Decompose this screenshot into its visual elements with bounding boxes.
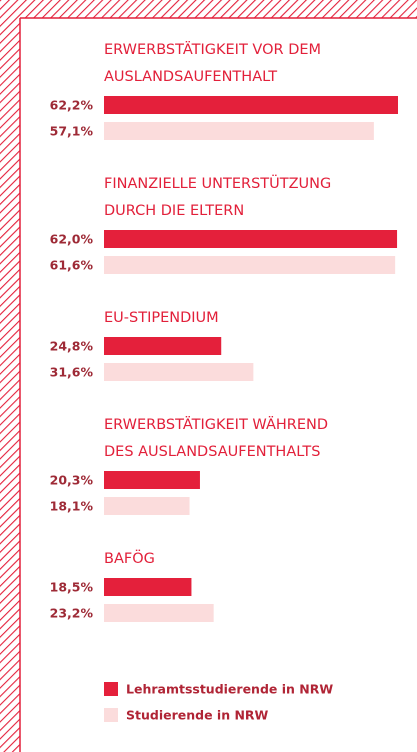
value-label: 18,1% — [50, 499, 94, 514]
value-label: 24,8% — [50, 339, 94, 354]
bar — [104, 604, 214, 622]
category-label: DES AUSLANDSAUFENTHALTS — [104, 444, 320, 460]
bar — [104, 363, 254, 381]
category-label: BAFÖG — [104, 549, 155, 567]
category-label: AUSLANDSAUFENTHALT — [104, 69, 277, 85]
bar — [104, 256, 396, 274]
bar — [104, 497, 190, 515]
category-label: DURCH DIE ELTERN — [104, 203, 244, 219]
bar — [104, 578, 192, 596]
legend-label: Studierende in NRW — [126, 708, 269, 723]
bar — [104, 122, 374, 140]
bar — [104, 96, 398, 114]
value-label: 23,2% — [50, 606, 94, 621]
category-label: EU-STIPENDIUM — [104, 310, 219, 326]
legend-swatch — [104, 682, 118, 696]
bar — [104, 230, 398, 248]
category-label: FINANZIELLE UNTERSTÜTZUNG — [104, 174, 331, 192]
value-label: 61,6% — [50, 258, 94, 273]
value-label: 18,5% — [50, 580, 94, 595]
value-label: 31,6% — [50, 365, 94, 380]
value-label: 62,0% — [50, 232, 94, 247]
value-label: 57,1% — [50, 124, 94, 139]
legend-label: Lehramtsstudierende in NRW — [126, 682, 333, 697]
category-label: ERWERBSTÄTIGKEIT VOR DEM — [104, 40, 321, 58]
legend-swatch — [104, 708, 118, 722]
bar — [104, 471, 200, 489]
bar — [104, 337, 222, 355]
value-label: 20,3% — [50, 473, 94, 488]
category-label: ERWERBSTÄTIGKEIT WÄHREND — [104, 415, 328, 433]
value-label: 62,2% — [50, 98, 94, 113]
panel — [20, 18, 417, 752]
